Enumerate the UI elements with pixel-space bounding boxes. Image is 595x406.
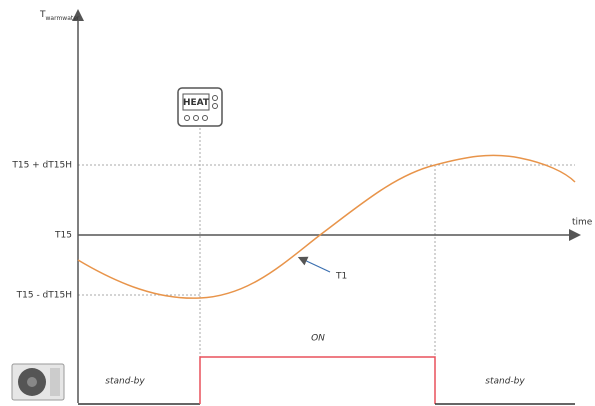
thermostat-icon: HEAT [177,87,223,127]
lower-label: T15 - dT15H [16,291,72,301]
curve-pointer [297,256,331,273]
y-axis-label: Twarmwater [39,10,80,22]
y-axis-label-sub: warmwater [46,15,80,22]
upper-label: T15 + dT15H [11,161,72,171]
middle-label: T15 [54,231,72,241]
thermostat-label: HEAT [183,98,210,108]
outdoor-unit-icon [11,363,65,401]
standby-label-after: stand-by [485,377,525,387]
y-axis-label-main: T [39,10,46,20]
temperature-curve [77,154,576,299]
curve-label: T1 [335,272,347,282]
on-signal [199,356,436,404]
standby-label: stand-by [105,377,145,387]
x-axis-label: time [572,218,593,228]
on-label: ON [311,334,325,344]
